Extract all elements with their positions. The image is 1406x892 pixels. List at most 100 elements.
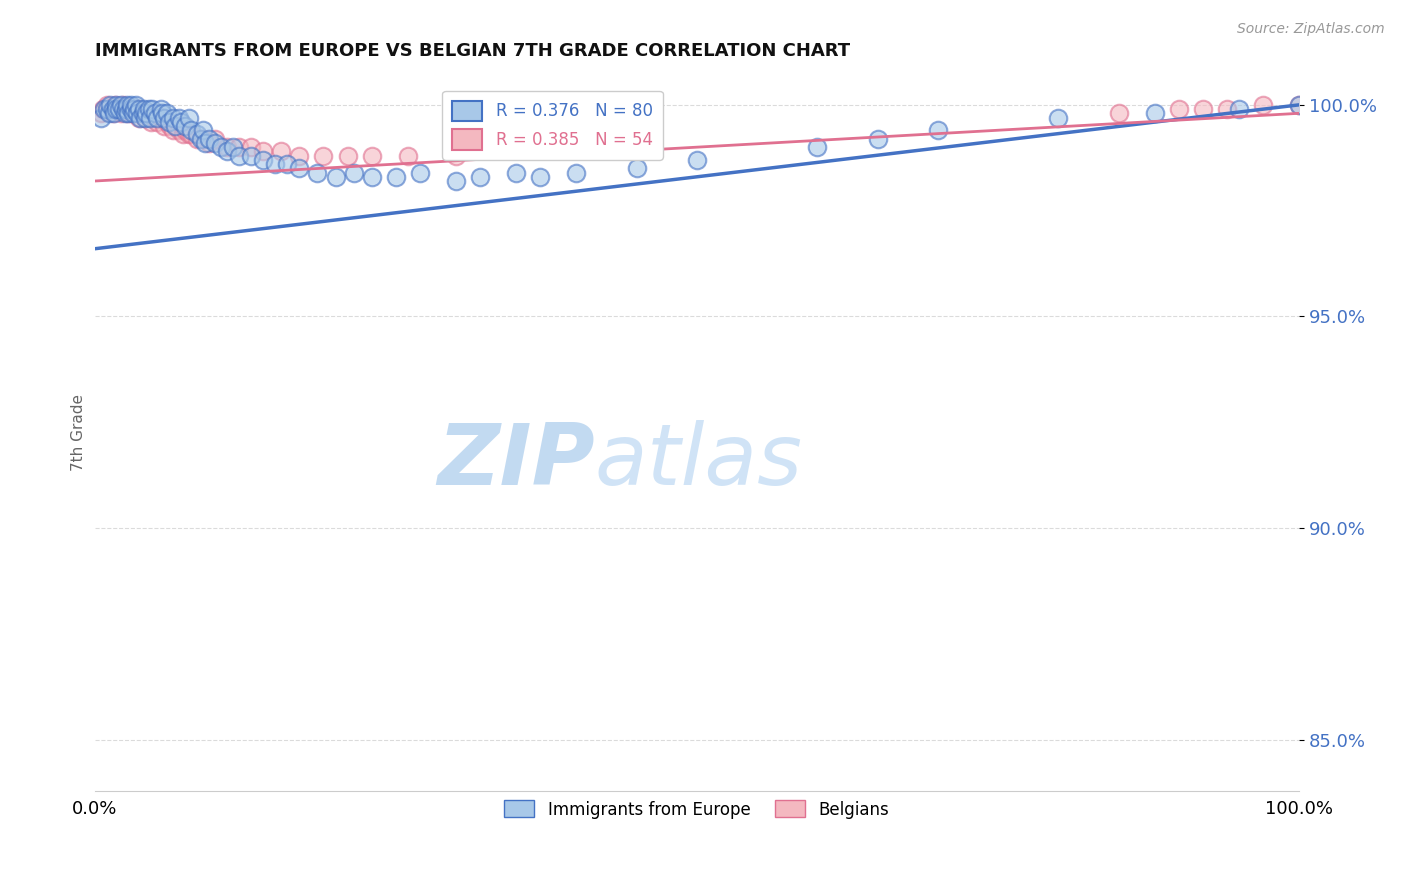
Point: [96, 98, 118, 112]
Point: [1192, 102, 1215, 116]
Point: [180, 128, 202, 142]
Point: [110, 106, 132, 120]
Point: [1251, 98, 1274, 112]
Point: [150, 106, 173, 120]
Point: [240, 148, 263, 162]
Point: [98, 106, 121, 120]
Point: [132, 106, 155, 120]
Point: [132, 106, 155, 120]
Point: [217, 140, 239, 154]
Point: [270, 145, 292, 159]
Point: [198, 131, 221, 145]
Point: [117, 106, 139, 120]
Point: [288, 161, 311, 176]
Point: [104, 98, 127, 112]
Point: [228, 140, 250, 154]
Point: [162, 123, 184, 137]
Point: [240, 140, 263, 154]
Point: [98, 98, 121, 112]
Point: [134, 111, 156, 125]
Point: [124, 102, 146, 116]
Point: [98, 102, 121, 116]
Point: [149, 111, 172, 125]
Point: [129, 111, 152, 125]
Point: [159, 119, 181, 133]
Point: [174, 123, 197, 137]
Point: [165, 119, 187, 133]
Point: [172, 128, 194, 142]
Point: [128, 111, 150, 125]
Point: [112, 98, 135, 112]
Point: [312, 148, 335, 162]
Point: [190, 131, 212, 145]
Point: [156, 115, 179, 129]
Point: [170, 115, 193, 129]
Point: [927, 123, 949, 137]
Point: [288, 148, 311, 162]
Point: [115, 98, 138, 112]
Point: [264, 157, 287, 171]
Point: [167, 123, 190, 137]
Point: [125, 102, 148, 116]
Point: [167, 111, 190, 125]
Point: [162, 111, 184, 125]
Point: [1143, 106, 1166, 120]
Point: [204, 136, 226, 150]
Point: [166, 119, 188, 133]
Point: [101, 106, 124, 120]
Point: [444, 174, 467, 188]
Point: [122, 106, 145, 120]
Point: [1108, 106, 1130, 120]
Point: [252, 145, 274, 159]
Point: [177, 128, 200, 142]
Point: [122, 106, 145, 120]
Point: [217, 145, 239, 159]
Point: [101, 102, 124, 116]
Point: [135, 106, 157, 120]
Point: [505, 165, 527, 179]
Point: [191, 123, 214, 137]
Text: ZIP: ZIP: [437, 420, 595, 503]
Point: [396, 148, 419, 162]
Text: IMMIGRANTS FROM EUROPE VS BELGIAN 7TH GRADE CORRELATION CHART: IMMIGRANTS FROM EUROPE VS BELGIAN 7TH GR…: [94, 42, 849, 60]
Point: [96, 102, 118, 116]
Point: [138, 102, 160, 116]
Point: [1227, 102, 1250, 116]
Point: [124, 98, 146, 112]
Point: [143, 106, 166, 120]
Point: [141, 115, 163, 129]
Point: [806, 140, 828, 154]
Point: [141, 102, 163, 116]
Point: [342, 165, 364, 179]
Point: [143, 111, 166, 125]
Point: [120, 102, 142, 116]
Point: [228, 148, 250, 162]
Point: [120, 106, 142, 120]
Point: [1288, 98, 1310, 112]
Point: [186, 131, 208, 145]
Point: [222, 140, 245, 154]
Point: [384, 169, 406, 184]
Point: [1047, 111, 1070, 125]
Point: [626, 161, 648, 176]
Point: [1288, 98, 1310, 112]
Point: [128, 102, 150, 116]
Y-axis label: 7th Grade: 7th Grade: [72, 394, 86, 471]
Point: [409, 165, 432, 179]
Point: [180, 123, 202, 137]
Point: [360, 148, 382, 162]
Point: [114, 106, 136, 120]
Point: [252, 153, 274, 167]
Point: [117, 102, 139, 116]
Point: [307, 165, 329, 179]
Point: [91, 102, 114, 116]
Point: [336, 148, 359, 162]
Point: [115, 106, 138, 120]
Point: [114, 102, 136, 116]
Point: [110, 98, 132, 112]
Point: [156, 106, 179, 120]
Point: [132, 102, 155, 116]
Point: [93, 102, 115, 116]
Point: [125, 106, 148, 120]
Point: [90, 111, 112, 125]
